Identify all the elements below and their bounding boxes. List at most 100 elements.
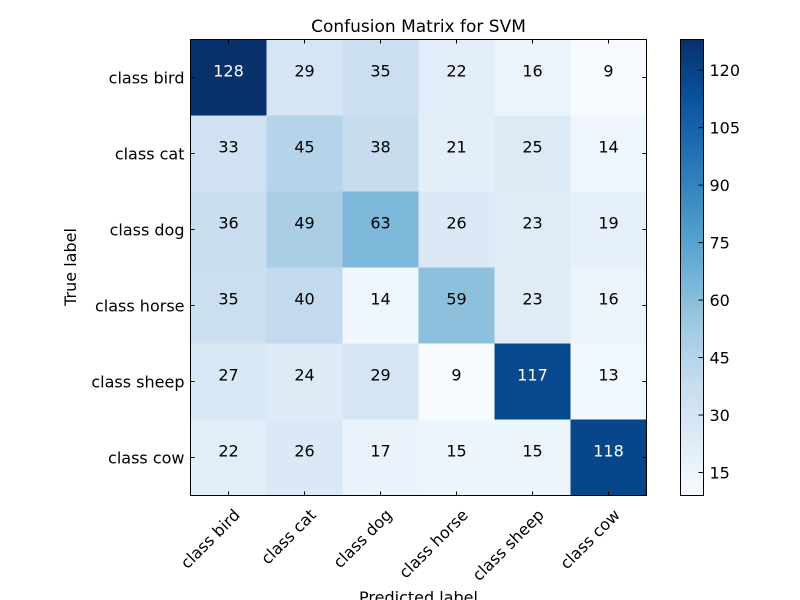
heatmap-cells xyxy=(190,39,647,496)
heatmap-cell xyxy=(342,267,419,344)
heatmap-cell-label: 13 xyxy=(598,366,618,385)
heatmap-cell-label: 25 xyxy=(522,138,542,157)
y-tick-label: class bird xyxy=(109,69,185,88)
heatmap-cell-label: 15 xyxy=(522,442,542,461)
heatmap-cell xyxy=(342,343,419,420)
heatmap-cell-label: 29 xyxy=(370,366,390,385)
y-tick-label: class dog xyxy=(110,221,185,240)
y-tick-label: class cow xyxy=(108,449,184,468)
heatmap-cell-label: 14 xyxy=(598,138,618,157)
colorbar-tick-label: 120 xyxy=(710,61,741,80)
heatmap-cell xyxy=(190,191,267,268)
colorbar-tick-label: 60 xyxy=(710,291,730,310)
heatmap-cell xyxy=(342,39,419,116)
heatmap-cell xyxy=(266,39,343,116)
heatmap-cell-label: 23 xyxy=(522,214,542,233)
heatmap-cell-label: 117 xyxy=(517,366,548,385)
heatmap-cell xyxy=(266,191,343,268)
heatmap-cell xyxy=(190,343,267,420)
y-axis-label: True label xyxy=(61,228,80,307)
x-tick-label: class dog xyxy=(329,505,395,571)
heatmap-cell-label: 35 xyxy=(218,290,238,309)
heatmap-cell xyxy=(494,419,571,496)
heatmap-cell-label: 33 xyxy=(218,138,238,157)
colorbar xyxy=(680,39,704,496)
heatmap-cell xyxy=(266,115,343,192)
heatmap-cell-label: 15 xyxy=(446,442,466,461)
colorbar-tick-label: 45 xyxy=(710,349,730,368)
heatmap-cell-label: 29 xyxy=(294,62,314,81)
heatmap-cell-label: 9 xyxy=(603,62,613,81)
heatmap-cell-label: 38 xyxy=(370,138,390,157)
heatmap-cell-label: 9 xyxy=(451,366,461,385)
x-tick-label: class horse xyxy=(395,505,472,582)
heatmap-cell-label: 16 xyxy=(522,62,542,81)
x-tick-label: class bird xyxy=(177,505,244,572)
heatmap-cell xyxy=(342,115,419,192)
heatmap-cell xyxy=(266,343,343,420)
heatmap-cell-label: 26 xyxy=(446,214,466,233)
heatmap-cell-label: 26 xyxy=(294,442,314,461)
chart-title: Confusion Matrix for SVM xyxy=(311,17,526,37)
heatmap-cell xyxy=(342,191,419,268)
heatmap-cell xyxy=(570,115,647,192)
heatmap-cell-label: 59 xyxy=(446,290,466,309)
heatmap-cell xyxy=(190,115,267,192)
heatmap-cell-label: 21 xyxy=(446,138,466,157)
heatmap-cell xyxy=(494,267,571,344)
heatmap-cell-label: 24 xyxy=(294,366,314,385)
heatmap-cell-label: 35 xyxy=(370,62,390,81)
heatmap-cell xyxy=(418,419,495,496)
y-tick-label: class cat xyxy=(115,145,185,164)
heatmap-cell xyxy=(570,191,647,268)
heatmap-cell xyxy=(190,267,267,344)
colorbar-tick-label: 75 xyxy=(710,234,730,253)
heatmap-cell xyxy=(418,115,495,192)
plot-frame xyxy=(190,39,647,496)
heatmap-cell-label: 17 xyxy=(370,442,390,461)
heatmap-cell-label: 16 xyxy=(598,290,618,309)
colorbar-tick-label: 105 xyxy=(710,119,741,138)
y-axis-ticks: class bird class cat class dog class horse c… xyxy=(91,69,647,468)
y-tick-label: class horse xyxy=(95,297,185,316)
heatmap-cell-label: 36 xyxy=(218,214,238,233)
heatmap-cell xyxy=(570,419,647,496)
heatmap-cell xyxy=(570,39,647,116)
heatmap-cell xyxy=(418,39,495,116)
heatmap-cell xyxy=(494,39,571,116)
heatmap-cell-label: 22 xyxy=(446,62,466,81)
x-tick-label: class cow xyxy=(556,505,624,573)
colorbar-ticks: 15 30 45 60 75 90 105 120 xyxy=(698,61,741,483)
heatmap-cell-label: 19 xyxy=(598,214,618,233)
heatmap-cell-label: 27 xyxy=(218,366,238,385)
heatmap-cell-label: 40 xyxy=(294,290,314,309)
heatmap-cell xyxy=(190,419,267,496)
heatmap-cell xyxy=(190,39,267,116)
heatmap-cell-label: 14 xyxy=(370,290,390,309)
heatmap-cell-labels: 128 29 35 22 16 9 33 45 38 21 25 14 36 49 63 26 23 19 35 40… xyxy=(213,62,624,461)
heatmap-cell-label: 23 xyxy=(522,290,542,309)
heatmap-cell xyxy=(342,419,419,496)
heatmap-cell xyxy=(266,419,343,496)
colorbar-tick-label: 15 xyxy=(710,464,730,483)
y-tick-label: class sheep xyxy=(91,373,184,392)
colorbar-tick-label: 30 xyxy=(710,406,730,425)
x-tick-label: class cat xyxy=(257,505,320,568)
heatmap-cell-label: 128 xyxy=(213,62,244,81)
heatmap-cell-label: 49 xyxy=(294,214,314,233)
heatmap-cell-label: 63 xyxy=(370,214,390,233)
heatmap-cell xyxy=(494,343,571,420)
heatmap-cell xyxy=(266,267,343,344)
x-tick-label: class sheep xyxy=(469,505,548,584)
heatmap-cell xyxy=(418,267,495,344)
heatmap-cell-label: 22 xyxy=(218,442,238,461)
heatmap-cell xyxy=(494,115,571,192)
heatmap-cell xyxy=(494,191,571,268)
heatmap-cell xyxy=(418,191,495,268)
heatmap-cell-label: 45 xyxy=(294,138,314,157)
colorbar-tick-label: 90 xyxy=(710,176,730,195)
heatmap-cell xyxy=(570,267,647,344)
heatmap-cell-label: 118 xyxy=(593,442,624,461)
heatmap-cell xyxy=(418,343,495,420)
